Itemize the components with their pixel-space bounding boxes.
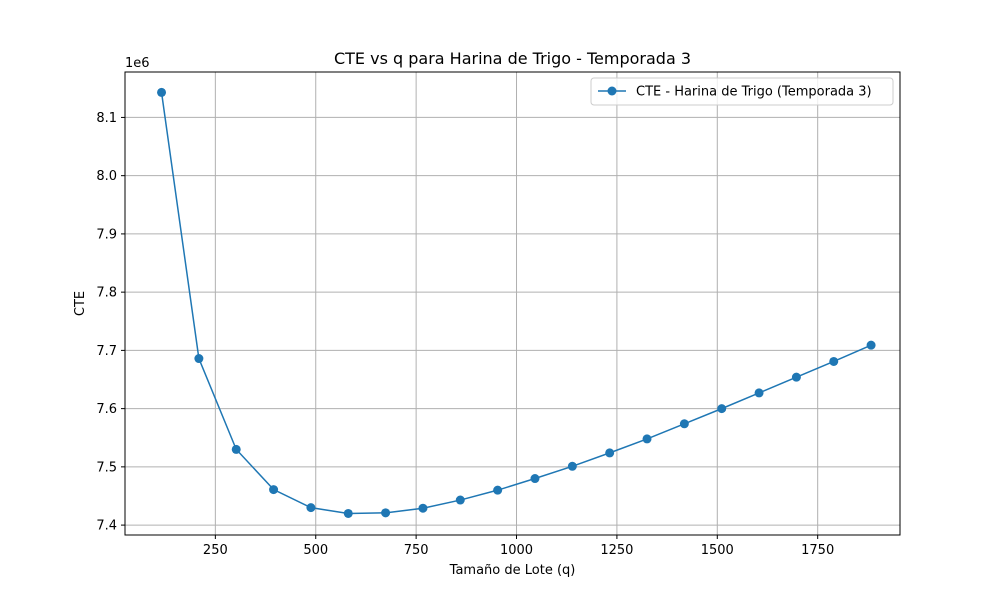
y-tick-label: 8.1: [96, 111, 117, 126]
x-axis-title: Tamaño de Lote (q): [449, 563, 576, 578]
data-point: [605, 448, 615, 458]
y-tick-label: 7.6: [96, 402, 117, 417]
data-point: [306, 503, 316, 513]
legend-box: [590, 77, 894, 106]
data-point: [194, 354, 204, 364]
y-tick-label: 7.5: [96, 460, 117, 475]
data-point: [866, 340, 876, 350]
series-line: [160, 92, 872, 515]
data-point: [754, 388, 764, 398]
y-axis-title: CTE: [73, 291, 88, 316]
plot-frame: [124, 71, 901, 536]
y-tick-label: 8.0: [96, 169, 117, 184]
x-axis: 250 500 750 1000 1250 1500 1750: [203, 535, 834, 558]
x-tick-label: 750: [404, 543, 429, 558]
y-tick-label: 7.4: [96, 519, 117, 534]
data-point: [829, 356, 839, 366]
y-axis: 7.4 7.5 7.6 7.7 7.8 7.9 8.0 8.1: [96, 111, 125, 534]
legend-marker-sample: [607, 86, 617, 96]
data-point: [455, 495, 465, 505]
data-point: [157, 87, 167, 97]
y-axis-offset-label: 1e6: [125, 56, 150, 71]
data-point: [567, 461, 577, 471]
grid: [125, 72, 900, 535]
legend: CTE - Harina de Trigo (Temporada 3): [590, 77, 894, 106]
data-point: [493, 485, 503, 495]
x-tick-label: 1000: [500, 543, 533, 558]
data-point: [791, 372, 801, 382]
x-tick-label: 500: [303, 543, 328, 558]
data-point: [231, 444, 241, 454]
data-point: [343, 508, 353, 518]
data-point: [530, 474, 540, 484]
y-tick-label: 7.7: [96, 344, 117, 359]
data-point: [418, 503, 428, 513]
y-tick-label: 7.9: [96, 227, 117, 242]
data-point: [679, 419, 689, 429]
data-point: [717, 404, 727, 414]
y-tick-label: 7.8: [96, 286, 117, 301]
chart-title: CTE vs q para Harina de Trigo - Temporad…: [334, 49, 691, 68]
data-point: [269, 485, 279, 495]
legend-entry-label: CTE - Harina de Trigo (Temporada 3): [636, 85, 872, 100]
x-tick-label: 1500: [701, 543, 734, 558]
series-layer: [157, 87, 876, 518]
x-tick-label: 1750: [801, 543, 834, 558]
x-tick-label: 250: [203, 543, 228, 558]
x-tick-label: 1250: [600, 543, 633, 558]
data-point: [381, 508, 391, 518]
data-point: [642, 434, 652, 444]
